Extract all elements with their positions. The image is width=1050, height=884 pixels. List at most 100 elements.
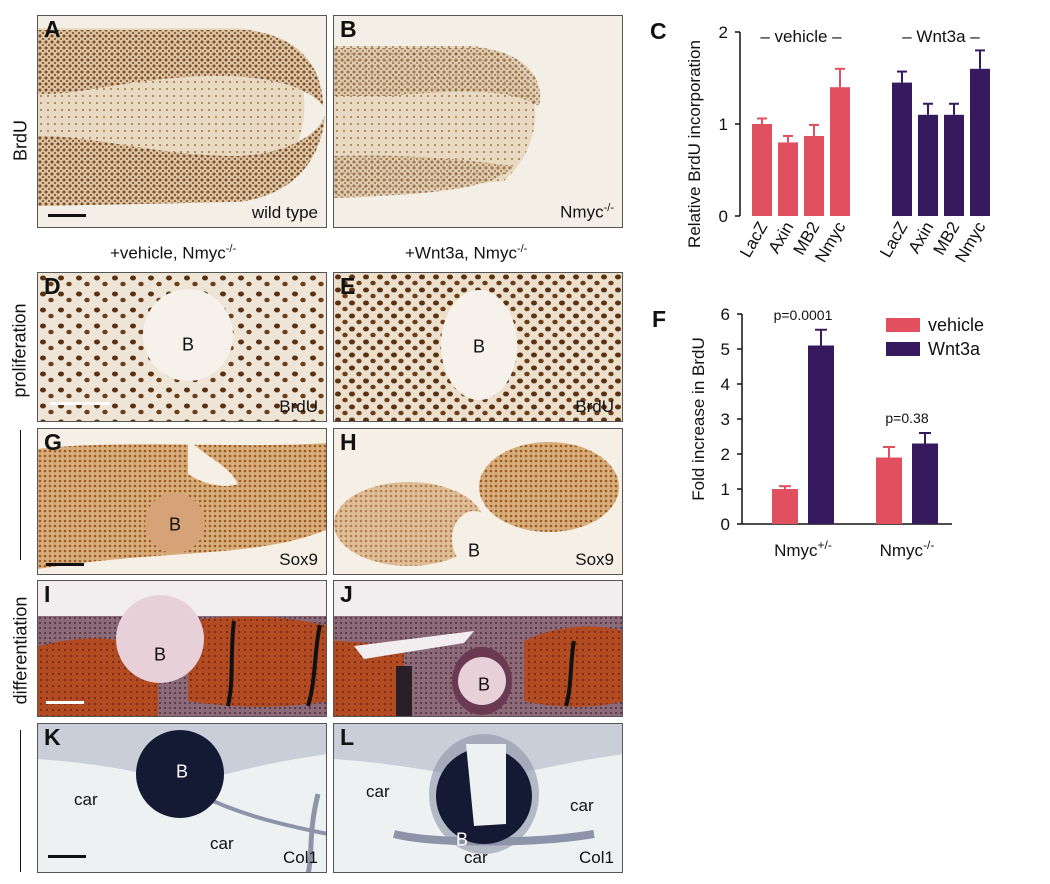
stain-label-brdu: BrdU — [279, 397, 318, 416]
chart-f-fold-increase: 0 1 2 3 4 5 6 Fold increase in BrdU Nmyc+/- p=0.0… — [689, 305, 984, 560]
panel-h-micrograph: H B Sox9 — [333, 428, 623, 575]
bead-label: B — [153, 644, 167, 665]
panel-letter-k: K — [44, 724, 61, 750]
panel-i-micrograph: I B — [37, 580, 327, 717]
stain-label-sox9: Sox9 — [279, 550, 318, 569]
bead-label: B — [455, 829, 469, 850]
col1-vehicle-image — [38, 724, 326, 872]
legend-swatch — [886, 318, 920, 332]
bar — [778, 142, 798, 216]
y-tick-label: 5 — [721, 340, 730, 359]
y-tick-label: 2 — [721, 445, 730, 464]
panel-a-micrograph: A wild type — [37, 15, 327, 228]
x-tick-label: LacZ — [736, 219, 771, 261]
bar — [830, 87, 850, 216]
header-vehicle: +vehicle, Nmyc-/- — [110, 243, 236, 264]
bar — [912, 443, 938, 524]
panel-letter-e: E — [340, 273, 356, 299]
bar — [752, 124, 772, 216]
y-tick-label: 4 — [721, 375, 730, 394]
legend-label: Wnt3a — [928, 339, 981, 359]
differentiation-bracket-bottom — [20, 730, 21, 872]
bead-label: B — [168, 514, 182, 535]
panel-b-micrograph: B Nmyc-/- — [333, 15, 623, 228]
scale-bar — [50, 402, 110, 405]
row-label-differentiation: differentiation — [10, 596, 31, 705]
cartilage-label: car — [570, 796, 594, 815]
bar — [876, 457, 902, 524]
panel-e-micrograph: E B BrdU — [333, 272, 623, 422]
bar — [970, 68, 990, 216]
panel-letter-d: D — [44, 273, 61, 299]
y-tick-label: 0 — [721, 515, 730, 534]
row-label-brdu: BrdU — [10, 120, 31, 162]
sox9-vehicle-image — [38, 429, 326, 574]
panel-letter-c: C — [650, 18, 667, 44]
histology-wnt3a-image — [334, 581, 622, 716]
y-tick-label: 3 — [721, 410, 730, 429]
bar — [944, 114, 964, 216]
brdu-limb-wildtype-image — [38, 16, 326, 227]
bead-label: B — [181, 334, 195, 355]
panel-g-micrograph: G B Sox9 — [37, 428, 327, 575]
x-tick-label: Nmyc+/- — [774, 538, 832, 560]
legend-swatch — [886, 342, 920, 356]
panel-l-micrograph: L B car car car Col1 — [333, 723, 623, 873]
cartilage-label: car — [74, 790, 98, 809]
p-value-annotation: p=0.0001 — [774, 307, 833, 323]
bead-label: B — [472, 336, 486, 357]
genotype-label-nmyc-null: Nmyc-/- — [560, 202, 614, 223]
y-axis-label: Relative BrdU incorporation — [685, 40, 704, 248]
genotype-label-wildtype: wild type — [251, 203, 318, 222]
row-label-proliferation: proliferation — [9, 303, 30, 398]
y-axis-label: Fold increase in BrdU — [689, 337, 708, 500]
cartilage-label: car — [210, 834, 234, 853]
y-tick-label: 2 — [719, 23, 728, 42]
genotype-sup: -/- — [603, 202, 614, 215]
panel-j-micrograph: J B — [333, 580, 623, 717]
stain-label-brdu: BrdU — [575, 397, 614, 416]
panel-letter-i: I — [44, 581, 51, 607]
header-wnt3a-text: +Wnt3a, Nmyc — [405, 243, 517, 263]
panel-letter-a: A — [44, 16, 61, 42]
scale-bar — [48, 214, 86, 217]
header-vehicle-text: +vehicle, Nmyc — [110, 243, 226, 263]
y-tick-label: 0 — [719, 207, 728, 226]
cartilage-label: car — [464, 848, 488, 867]
bar — [772, 489, 798, 524]
panel-letter-b: B — [340, 16, 357, 42]
stain-label-col1: Col1 — [579, 848, 614, 867]
x-tick-label: LacZ — [876, 219, 911, 261]
scale-bar — [46, 563, 84, 566]
panel-letter-j: J — [340, 581, 353, 607]
cartilage-label: car — [366, 782, 390, 801]
group-bracket-label: – Wnt3a – — [902, 27, 980, 46]
histology-vehicle-image — [38, 581, 326, 716]
genotype-base: Nmyc — [560, 203, 604, 222]
sox9-wnt3a-image — [334, 429, 622, 574]
panel-d-micrograph: D B BrdU — [37, 272, 327, 422]
x-tick-label: Nmyc-/- — [880, 538, 935, 560]
scale-bar — [48, 855, 86, 858]
bar — [892, 82, 912, 216]
stain-label-col1: Col1 — [283, 848, 318, 867]
bar — [804, 135, 824, 216]
p-value-annotation: p=0.38 — [885, 410, 928, 426]
panel-letter-l: L — [340, 724, 355, 750]
bar — [918, 114, 938, 216]
col1-wnt3a-image — [334, 724, 622, 872]
bead-label: B — [477, 674, 491, 695]
brdu-vehicle-image — [38, 273, 326, 421]
panel-letter-g: G — [44, 429, 62, 455]
stain-label-sox9: Sox9 — [575, 550, 614, 569]
y-tick-label: 6 — [721, 305, 730, 324]
bead-label: B — [467, 540, 481, 561]
chart-c-relative-brdu: 0 1 2 Relative BrdU incorporation – vehicle … — [685, 23, 990, 266]
legend-label: vehicle — [928, 315, 984, 335]
y-tick-label: 1 — [719, 115, 728, 134]
panel-letter-f: F — [652, 306, 667, 332]
panel-letter-h: H — [340, 429, 357, 455]
scale-bar — [46, 701, 84, 704]
brdu-wnt3a-image — [334, 273, 622, 421]
header-wnt3a: +Wnt3a, Nmyc-/- — [405, 243, 527, 264]
